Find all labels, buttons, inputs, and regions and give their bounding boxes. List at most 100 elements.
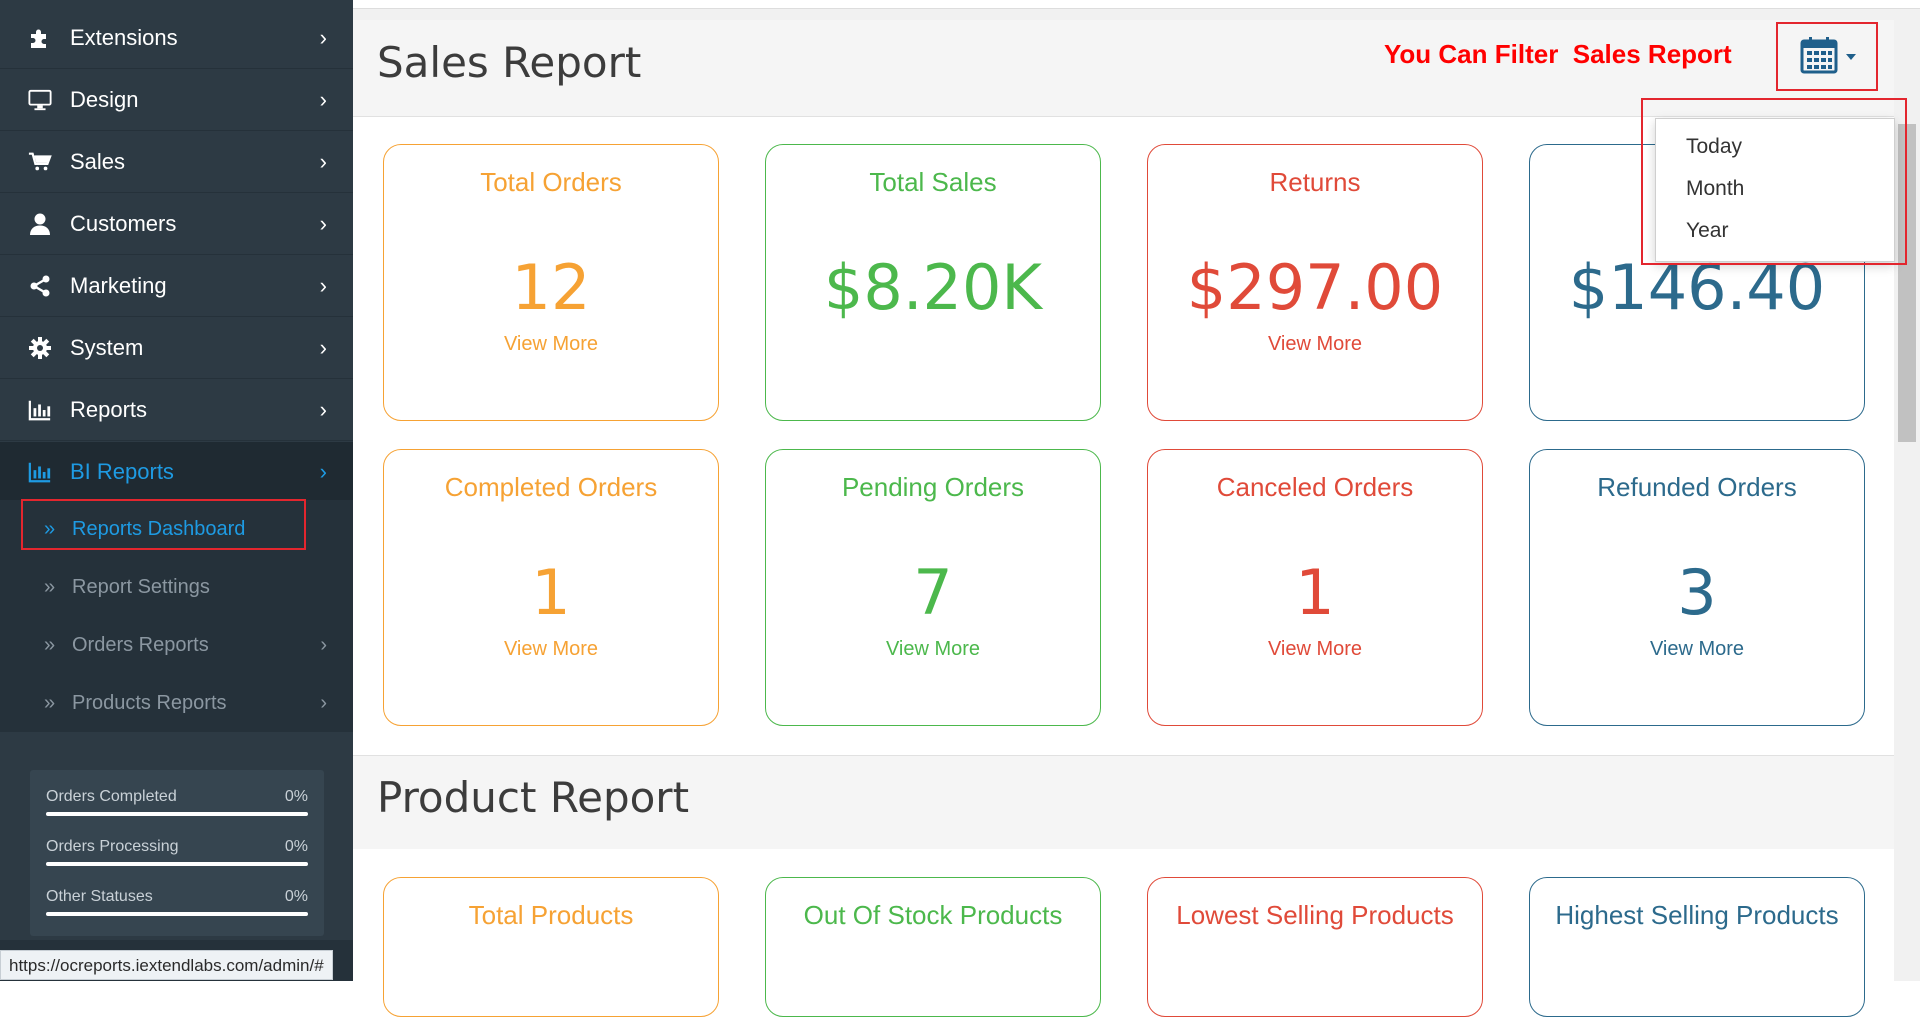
sidebar-item-extensions[interactable]: Extensions › bbox=[0, 8, 353, 69]
view-more-link[interactable]: View More bbox=[1267, 333, 1363, 355]
card-value: 12 bbox=[511, 251, 591, 324]
card-value: $297.00 bbox=[1186, 251, 1444, 324]
card-value: 1 bbox=[1295, 556, 1335, 629]
stat-value: 0% bbox=[284, 838, 308, 855]
card-lowest-selling-products: Lowest Selling Products bbox=[1147, 877, 1483, 1017]
card-canceled-orders: Canceled Orders 1 View More bbox=[1147, 449, 1483, 726]
sidebar-item-label: Customers bbox=[70, 211, 177, 236]
monitor-icon bbox=[28, 88, 52, 112]
sidebar-item-label: BI Reports bbox=[70, 459, 174, 484]
view-more-link[interactable]: View More bbox=[1649, 638, 1745, 660]
sidebar-item-label: System bbox=[70, 335, 144, 360]
progress-bar bbox=[46, 862, 308, 866]
stat-value: 0% bbox=[284, 788, 308, 805]
card-title: Canceled Orders bbox=[1216, 472, 1414, 502]
card-title: Refunded Orders bbox=[1597, 472, 1797, 502]
chevron-right-icon: › bbox=[319, 273, 327, 298]
view-more-link[interactable]: View More bbox=[885, 638, 981, 660]
view-more-link[interactable]: View More bbox=[1267, 638, 1363, 660]
card-out-of-stock-products: Out Of Stock Products bbox=[765, 877, 1101, 1017]
card-value: $8.20K bbox=[823, 251, 1043, 324]
order-status-summary: Orders Completed 0% Orders Processing 0%… bbox=[30, 770, 324, 936]
card-returns: Returns $297.00 View More bbox=[1147, 144, 1483, 421]
chevron-right-icon: › bbox=[320, 691, 327, 714]
progress-bar bbox=[46, 812, 308, 816]
submenu-item-label: Orders Reports bbox=[72, 633, 209, 656]
sales-report-header: Sales Report You Can Filter Sales Report bbox=[353, 20, 1894, 117]
dropdown-option-year[interactable]: Year bbox=[1686, 219, 1729, 242]
chevron-right-icon: › bbox=[319, 87, 327, 112]
sidebar-item-design[interactable]: Design › bbox=[0, 70, 353, 131]
bar-chart-icon bbox=[28, 460, 52, 484]
card-completed-orders: Completed Orders 1 View More bbox=[383, 449, 719, 726]
card-title: Total Orders bbox=[480, 167, 622, 197]
chevron-right-icon: › bbox=[319, 335, 327, 360]
card-title: Total Products bbox=[468, 900, 634, 930]
sidebar-item-label: Sales bbox=[70, 149, 126, 174]
double-chevron-icon: » bbox=[44, 575, 56, 598]
stat-other-statuses: Other Statuses 0% bbox=[46, 888, 308, 916]
caret-down-icon bbox=[1845, 48, 1857, 66]
sidebar-item-bi-reports[interactable]: BI Reports › bbox=[0, 442, 353, 503]
stat-label: Other Statuses bbox=[46, 888, 153, 905]
chevron-right-icon: › bbox=[319, 459, 327, 484]
sidebar-item-customers[interactable]: Customers › bbox=[0, 194, 353, 255]
date-filter-dropdown: Today Month Year bbox=[1655, 118, 1895, 262]
stat-label: Orders Processing bbox=[46, 838, 179, 855]
card-pending-orders: Pending Orders 7 View More bbox=[765, 449, 1101, 726]
progress-bar bbox=[46, 912, 308, 916]
share-icon bbox=[28, 274, 52, 298]
bar-chart-icon bbox=[28, 398, 52, 422]
date-filter-button[interactable] bbox=[1778, 24, 1878, 90]
dropdown-option-month[interactable]: Month bbox=[1686, 177, 1745, 200]
product-cards-area: Total Products Out Of Stock Products Low… bbox=[353, 849, 1894, 1017]
chevron-right-icon: › bbox=[319, 397, 327, 422]
bi-reports-submenu: » Reports Dashboard » Report Settings » … bbox=[0, 500, 353, 732]
sidebar-item-sales[interactable]: Sales › bbox=[0, 132, 353, 193]
card-title: Returns bbox=[1269, 167, 1361, 197]
submenu-item-label: Report Settings bbox=[72, 575, 210, 598]
submenu-item-orders-reports[interactable]: » Orders Reports › bbox=[0, 616, 353, 674]
view-more-link[interactable]: View More bbox=[503, 638, 599, 660]
submenu-item-report-settings[interactable]: » Report Settings bbox=[0, 558, 353, 616]
highlight-annotation bbox=[21, 499, 306, 550]
card-value: 7 bbox=[913, 556, 953, 629]
gear-icon bbox=[28, 336, 52, 360]
chevron-right-icon: › bbox=[320, 633, 327, 656]
double-chevron-icon: » bbox=[44, 633, 56, 656]
dropdown-highlight-annotation bbox=[1641, 98, 1907, 265]
submenu-item-products-reports[interactable]: » Products Reports › bbox=[0, 674, 353, 732]
chevron-right-icon: › bbox=[319, 149, 327, 174]
product-report-header: Product Report bbox=[353, 755, 1894, 850]
dropdown-option-today[interactable]: Today bbox=[1686, 135, 1743, 158]
sidebar-item-label: Extensions bbox=[70, 25, 178, 50]
view-more-link[interactable]: View More bbox=[503, 333, 599, 355]
card-highest-selling-products: Highest Selling Products bbox=[1529, 877, 1865, 1017]
card-title: Pending Orders bbox=[841, 472, 1025, 502]
scrollbar-thumb[interactable] bbox=[1898, 124, 1916, 442]
cart-icon bbox=[28, 150, 52, 174]
sidebar-item-system[interactable]: System › bbox=[0, 318, 353, 379]
sales-cards-area: Total Orders 12 View More Total Sales $8… bbox=[353, 117, 1894, 757]
double-chevron-icon: » bbox=[44, 691, 56, 714]
card-total-orders: Total Orders 12 View More bbox=[383, 144, 719, 421]
filter-annotation: You Can Filter Sales Report bbox=[1384, 39, 1732, 69]
card-title: Lowest Selling Products bbox=[1176, 900, 1454, 930]
card-title: Total Sales bbox=[869, 167, 997, 197]
chevron-right-icon: › bbox=[319, 211, 327, 236]
stat-label: Orders Completed bbox=[46, 788, 177, 805]
submenu-item-label: Reports Dashboard bbox=[72, 517, 246, 540]
double-chevron-icon: » bbox=[44, 517, 56, 540]
card-refunded-orders: Refunded Orders 3 View More bbox=[1529, 449, 1865, 726]
section-title: Product Report bbox=[377, 773, 690, 822]
submenu-item-reports-dashboard[interactable]: » Reports Dashboard bbox=[0, 500, 353, 558]
page-title: Sales Report bbox=[377, 38, 642, 87]
user-icon bbox=[28, 212, 52, 236]
sidebar-item-marketing[interactable]: Marketing › bbox=[0, 256, 353, 317]
sidebar-item-reports[interactable]: Reports › bbox=[0, 380, 353, 441]
stat-orders-processing: Orders Processing 0% bbox=[46, 838, 308, 866]
submenu-item-label: Products Reports bbox=[72, 691, 227, 714]
main-content: Sales Report You Can Filter Sales Report bbox=[353, 0, 1920, 1017]
top-border bbox=[353, 0, 1920, 9]
card-title: Highest Selling Products bbox=[1555, 900, 1839, 930]
